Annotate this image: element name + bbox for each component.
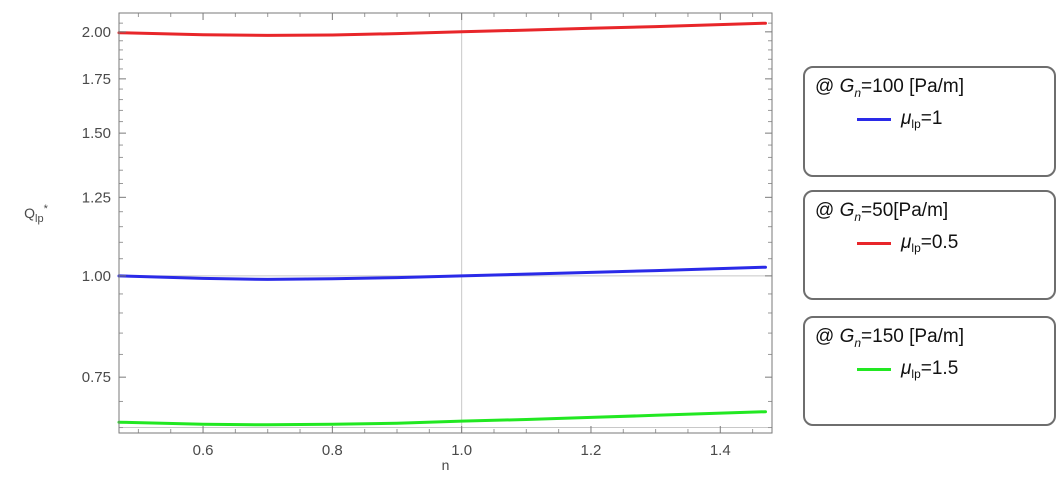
legend-prefix: @ bbox=[815, 326, 840, 347]
legend-mu-symbol: μ bbox=[901, 108, 912, 129]
legend-condition: @ Gn=150 [Pa/m] bbox=[815, 326, 965, 350]
legend-swatch bbox=[857, 367, 891, 371]
y-axis-label-main: Q bbox=[24, 205, 35, 221]
legend-g-value: =100 [Pa/m] bbox=[861, 76, 965, 97]
y-tick-label: 1.00 bbox=[82, 268, 111, 285]
legend-swatch bbox=[857, 117, 891, 121]
legend-series-entry: μ lp =1 bbox=[857, 108, 943, 131]
legend-g-symbol: G bbox=[839, 200, 855, 221]
y-tick-label: 1.75 bbox=[82, 71, 111, 88]
legend-box-g150: @ Gn=150 [Pa/m] μ lp =1.5 bbox=[803, 316, 1056, 426]
legend-mu-sub: lp bbox=[911, 117, 921, 131]
legend-mu-value: =1.5 bbox=[920, 358, 959, 379]
y-tick-label: 1.25 bbox=[82, 189, 111, 206]
plot-frame bbox=[118, 12, 773, 434]
legend-g-symbol: G bbox=[839, 326, 855, 347]
legend-g-sub: n bbox=[854, 86, 862, 100]
y-tick-label: 0.75 bbox=[82, 369, 111, 386]
legend-g-symbol: G bbox=[839, 76, 855, 97]
legend-prefix: @ bbox=[815, 76, 840, 97]
x-tick-label: 1.0 bbox=[451, 442, 472, 459]
series-line-2 bbox=[117, 410, 767, 427]
y-tick-label: 2.00 bbox=[82, 24, 111, 41]
line-chart: 0.6 0.8 1.0 1.2 1.40.751.001.251.501.752.00 … bbox=[24, 12, 773, 473]
legend-condition: @ Gn=100 [Pa/m] bbox=[815, 76, 965, 100]
x-tick-label: 0.6 bbox=[193, 442, 214, 459]
x-tick-label: 1.4 bbox=[710, 442, 731, 459]
series-line-1 bbox=[117, 265, 767, 281]
x-axis-label: n bbox=[442, 457, 450, 473]
legend-g-value: =150 [Pa/m] bbox=[861, 326, 965, 347]
legend-mu-sub: lp bbox=[911, 241, 921, 255]
legend-swatch bbox=[857, 241, 891, 245]
legend-box-g50: @ Gn=50[Pa/m] μ lp =0.5 bbox=[803, 190, 1056, 300]
legend-mu-symbol: μ bbox=[901, 232, 912, 253]
legend-g-sub: n bbox=[854, 210, 862, 224]
y-tick-label: 1.50 bbox=[82, 125, 111, 142]
legend-g-sub: n bbox=[854, 336, 862, 350]
series-line-0 bbox=[117, 21, 767, 37]
legend-g-value: =50[Pa/m] bbox=[861, 200, 949, 221]
x-tick-label: 0.8 bbox=[322, 442, 343, 459]
legend-mu-symbol: μ bbox=[901, 358, 912, 379]
series-layer bbox=[117, 21, 767, 427]
legend-series-entry: μ lp =0.5 bbox=[857, 232, 959, 255]
legend-mu-sub: lp bbox=[911, 367, 921, 381]
y-axis-label: Qlp* bbox=[24, 203, 48, 225]
reference-lines bbox=[119, 13, 772, 433]
legend-box-g100: @ Gn=100 [Pa/m] μ lp =1 bbox=[803, 66, 1056, 177]
y-axis-label-sup: * bbox=[44, 203, 49, 215]
tick-marks bbox=[119, 13, 772, 433]
legend-mu-value: =0.5 bbox=[920, 232, 959, 253]
legend-prefix: @ bbox=[815, 200, 840, 221]
legend-series-entry: μ lp =1.5 bbox=[857, 358, 959, 381]
x-tick-label: 1.2 bbox=[581, 442, 602, 459]
y-axis-label-sub: lp bbox=[35, 213, 44, 225]
legend-mu-value: =1 bbox=[920, 108, 943, 129]
legend-condition: @ Gn=50[Pa/m] bbox=[815, 200, 949, 224]
tick-labels: 0.6 0.8 1.0 1.2 1.4 0.75 1.00 1.25 1.50 1.75 2.00 bbox=[82, 24, 731, 459]
